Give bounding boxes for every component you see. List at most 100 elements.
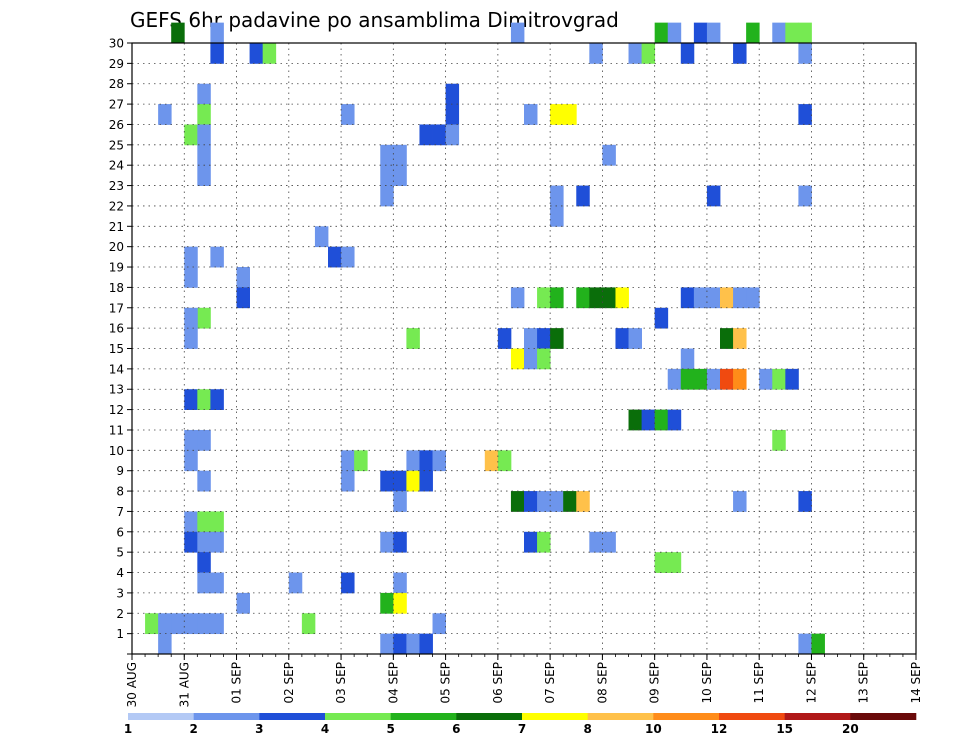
heatmap-cell <box>197 613 211 635</box>
axis-ticks <box>127 42 917 660</box>
heatmap-cell <box>445 124 460 146</box>
heatmap-cell <box>184 307 198 329</box>
heatmap-cell <box>406 633 420 655</box>
heatmap-cell <box>210 43 224 64</box>
heatmap-cell <box>733 287 747 309</box>
heatmap-cell <box>184 531 198 553</box>
heatmap-cell <box>406 328 420 349</box>
colorbar-label: 1 <box>124 722 132 736</box>
heatmap-cell <box>419 124 433 146</box>
heatmap-cell <box>301 613 316 635</box>
heatmap-cell <box>510 348 525 370</box>
heatmap-cell <box>158 104 172 125</box>
heatmap-cell <box>341 450 355 472</box>
heatmap-cell <box>445 83 460 105</box>
y-tick-label: 9 <box>116 464 124 478</box>
heatmap-cell <box>236 287 250 309</box>
heatmap-cell <box>589 43 603 64</box>
heatmap-cell <box>706 287 721 309</box>
colorbar-swatch <box>850 713 917 720</box>
heatmap-cell <box>628 409 642 431</box>
y-tick-label: 1 <box>116 627 124 641</box>
y-tick-label: 27 <box>109 98 124 112</box>
y-tick-labels: 1234567891011121314151617181920212223242… <box>109 37 124 642</box>
y-tick-label: 29 <box>109 57 124 71</box>
heatmap-cell <box>380 592 394 614</box>
heatmap-cell <box>550 287 564 309</box>
heatmap-cell <box>419 633 433 655</box>
heatmap-cell <box>380 470 394 492</box>
heatmap-cell <box>589 531 603 553</box>
heatmap-cell <box>184 246 198 268</box>
colorbar-swatch <box>719 713 785 720</box>
x-tick-labels: 30 AUG 31 AUG 01 SEP 02 SEP 03 SEP 04 SEP 05 S… <box>125 662 923 707</box>
heatmap-cell <box>576 491 590 512</box>
heatmap-cell <box>537 491 551 512</box>
heatmap-cell <box>432 124 446 146</box>
x-tick-label: 31 AUG <box>177 662 191 707</box>
heatmap-cell <box>667 552 682 573</box>
heatmap-cell <box>210 246 224 268</box>
heatmap-cell <box>576 185 590 207</box>
heatmap-cell <box>602 287 616 309</box>
heatmap-cell <box>720 328 734 349</box>
heatmap-cell <box>184 511 198 533</box>
heatmap-cell <box>145 613 159 635</box>
heatmap-cell <box>654 22 669 44</box>
colorbar-label: 8 <box>583 722 591 736</box>
heatmap-cell <box>184 429 198 451</box>
heatmap-cell <box>380 633 394 655</box>
heatmap-cell <box>445 104 460 125</box>
heatmap-cell <box>798 491 812 512</box>
y-tick-label: 16 <box>109 322 124 336</box>
x-tick-label: 05 SEP <box>439 662 453 704</box>
heatmap-cell <box>341 104 355 125</box>
heatmap-cell <box>550 104 564 125</box>
x-tick-label: 13 SEP <box>857 662 871 704</box>
heatmap-cell <box>484 450 499 472</box>
y-tick-label: 11 <box>109 423 124 437</box>
heatmap-cell <box>537 531 551 553</box>
colorbar-label: 7 <box>518 722 526 736</box>
heatmap-cell <box>354 450 368 472</box>
x-tick-label: 02 SEP <box>282 662 296 704</box>
y-tick-label: 12 <box>109 403 124 417</box>
heatmap-cell <box>693 22 708 44</box>
y-tick-label: 22 <box>109 199 124 213</box>
y-tick-label: 18 <box>109 281 124 295</box>
heatmap-cell <box>772 22 786 44</box>
heatmap-cell <box>615 287 629 309</box>
heatmap-cell <box>197 531 211 553</box>
heatmap-cell <box>641 43 656 64</box>
y-tick-label: 10 <box>109 444 124 458</box>
colorbar-swatch <box>259 713 326 720</box>
heatmap-cell <box>693 368 708 390</box>
y-tick-label: 24 <box>109 159 124 173</box>
colorbar-label: 6 <box>452 722 460 736</box>
y-tick-label: 30 <box>109 37 124 51</box>
heatmap-cell <box>680 368 695 390</box>
x-tick-label: 30 AUG <box>125 662 139 707</box>
heatmap-cell <box>785 22 799 44</box>
heatmap-cell <box>563 491 577 512</box>
heatmap-cell <box>798 22 812 44</box>
heatmap-cell <box>158 633 172 655</box>
heatmap-cell <box>210 389 224 410</box>
heatmap-cell <box>197 572 211 594</box>
heatmap-cell <box>510 287 525 309</box>
colorbar-swatch <box>653 713 720 720</box>
colorbar-label: 5 <box>386 722 394 736</box>
heatmap-cell <box>602 531 616 553</box>
heatmap-cell <box>393 572 407 594</box>
heatmap-cell <box>262 43 277 64</box>
heatmap-cell <box>328 246 342 268</box>
heatmap-cell <box>524 348 538 370</box>
heatmap-cell <box>393 144 407 166</box>
y-tick-label: 13 <box>109 383 124 397</box>
y-tick-label: 15 <box>109 342 124 356</box>
colorbar-swatch <box>390 713 457 720</box>
heatmap-cell <box>798 104 812 125</box>
heatmap-cell <box>497 328 512 349</box>
x-tick-label: 04 SEP <box>386 662 400 704</box>
colorbar-label: 3 <box>255 722 263 736</box>
